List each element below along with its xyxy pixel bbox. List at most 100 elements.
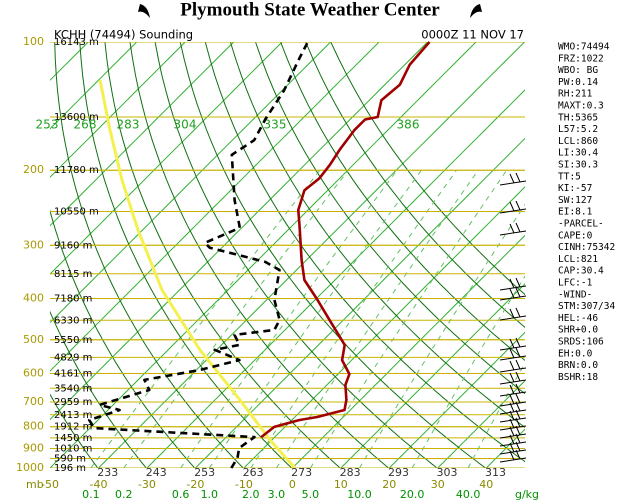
mixing-line [467,361,525,468]
height-label: 590 m [54,454,86,465]
y-tick-label: 900 [23,442,44,455]
index-text: LFC:-1 [558,278,593,289]
wind-barb [499,371,527,385]
theta-label: 273 [291,466,312,479]
index-text: CAP:30.4 [558,266,604,277]
index-text: BRN:0.0 [558,360,598,371]
theta-e-label: 283 [117,118,140,132]
wind-barb [499,401,527,415]
y-tick-label: 400 [23,291,44,304]
title-icon [470,4,482,18]
x-tick-label: -10 [235,478,253,491]
x-tick-label: -20 [186,478,204,491]
index-text: TT:5 [558,171,581,182]
foreground: -50 -40 -30 -20 -10 0 10 20 30 40 233 243 253 263 273 2… [16,35,615,501]
theta-e-label: 304 [174,118,197,132]
index-text: RH:211 [558,89,593,100]
wind-barb [499,359,527,373]
y-tick-label: 100 [23,35,44,48]
mixing-label: 0.2 [115,488,133,501]
mixing-label: 2.0 [242,488,260,501]
index-text: FRZ:1022 [558,53,604,64]
mixing-line [208,169,422,468]
theta-label: 243 [146,466,167,479]
index-text: HEL:-46 [558,313,598,324]
theta-e-label: 253 [36,118,59,132]
isotherm [50,42,477,468]
y-tick-label: 300 [23,238,44,251]
mixing-label: 3.0 [268,488,286,501]
theta-label: 293 [388,466,409,479]
height-label: 1450 m [54,433,92,444]
wind-barb [499,287,527,301]
height-label: 1010 m [54,444,92,455]
x-tick-label: -50 [41,478,59,491]
height-label: 2413 m [54,410,92,421]
mixing-line [250,169,457,468]
wind-barb [499,337,527,351]
wind-barb [499,222,527,236]
height-label: 16143 m [54,37,99,48]
index-text: PW:0.14 [558,77,598,88]
wind-barb [499,200,527,214]
y-tick-label: 800 [23,420,44,433]
wind-barb [499,347,527,361]
mixing-label: 0.6 [172,488,190,501]
theta-label: 233 [97,466,118,479]
index-text: CINH:75342 [558,242,615,253]
time-label: 0000Z 11 NOV 17 [421,28,524,42]
height-label: 4161 m [54,368,92,379]
index-text: -PARCEL- [558,219,604,230]
index-text: LCL:821 [558,254,598,265]
index-text: SRDS:106 [558,337,604,348]
wind-barb [499,172,527,186]
index-text: WMO:74494 [558,42,610,53]
page-title: Plymouth State Weather Center [180,0,440,20]
wind-barb [499,433,527,447]
mixing-line [180,169,398,468]
wind-barb [499,307,527,321]
height-label: 13600 m [54,112,99,123]
theta-label: 283 [340,466,361,479]
mixing-label: 0.1 [82,488,100,501]
height-label: 8115 m [54,269,92,280]
wind-barb [499,383,527,397]
index-text: KI:-57 [558,183,592,194]
y-tick-label: 600 [23,366,44,379]
theta-e-label: 335 [264,118,287,132]
index-text: LI:30.4 [558,148,598,159]
height-label: 11780 m [54,165,99,176]
mixing-label: 1.0 [201,488,219,501]
wind-barb [499,393,527,407]
index-text: BSHR:18 [558,372,598,383]
index-text: -WIND- [558,289,592,300]
index-text: MAXT:0.3 [558,101,604,112]
height-label: 6330 m [54,315,92,326]
index-text: SW:127 [558,195,592,206]
profile-line [260,41,431,439]
height-label: 2959 m [54,397,92,408]
dry-adiabat [204,42,525,463]
mixing-line [90,169,321,468]
index-text: STM:307/34 [558,301,615,312]
profile-line [87,41,309,469]
mixing-label: 5.0 [302,488,320,501]
isotherm [98,42,525,468]
theta-label: 253 [194,466,215,479]
mixing-label: 20.0 [400,488,425,501]
background-lines [50,42,525,468]
mixing-line [411,275,525,468]
mixing-label: 40.0 [456,488,481,501]
height-label: 10550 m [54,207,99,218]
height-label: 7180 m [54,293,92,304]
mixing-unit: g/kg [515,488,539,501]
height-label: 1912 m [54,422,92,433]
dry-adiabat [104,42,341,468]
height-label: 9160 m [54,240,92,251]
wind-barb [499,277,527,291]
height-label: 3540 m [54,383,92,394]
index-text: SHR+0.0 [558,325,598,336]
y-unit: mb [26,478,44,491]
wind-barb [499,441,527,455]
